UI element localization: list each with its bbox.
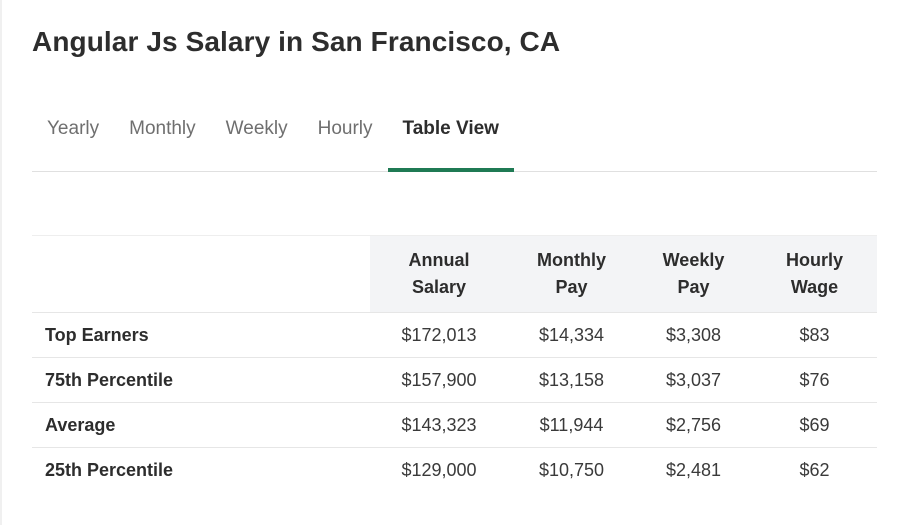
cell-hourly: $76 [752, 357, 877, 403]
cell-weekly: $3,308 [635, 312, 752, 358]
cell-monthly: $10,750 [508, 447, 635, 493]
table-row: Top Earners $172,013 $14,334 $3,308 $83 [32, 312, 877, 358]
cell-annual: $172,013 [370, 312, 508, 358]
row-label: 75th Percentile [32, 357, 370, 403]
cell-monthly: $13,158 [508, 357, 635, 403]
tab-weekly[interactable]: Weekly [225, 118, 288, 139]
row-label: Average [32, 402, 370, 448]
header-hourly-wage: Hourly Wage [752, 235, 877, 313]
header-line: Annual [408, 250, 470, 270]
header-line: Hourly [785, 250, 843, 270]
cell-monthly: $11,944 [508, 402, 635, 448]
cell-hourly: $69 [752, 402, 877, 448]
header-weekly-pay: Weekly Pay [635, 235, 752, 313]
tab-hourly[interactable]: Hourly [317, 118, 373, 139]
row-label: Top Earners [32, 312, 370, 358]
tab-yearly[interactable]: Yearly [47, 118, 100, 139]
header-line: Pay [677, 277, 710, 297]
header-annual-salary: Annual Salary [370, 235, 508, 313]
cell-weekly: $2,481 [635, 447, 752, 493]
cell-annual: $143,323 [370, 402, 508, 448]
cell-annual: $129,000 [370, 447, 508, 493]
header-line: Pay [555, 277, 588, 297]
tab-monthly[interactable]: Monthly [129, 118, 196, 139]
frame-edge [0, 0, 2, 525]
header-line: Wage [790, 277, 839, 297]
cell-hourly: $83 [752, 312, 877, 358]
cell-weekly: $2,756 [635, 402, 752, 448]
table-row: Average $143,323 $11,944 $2,756 $69 [32, 402, 877, 448]
tab-table-view[interactable]: Table View [387, 100, 515, 172]
table-row: 75th Percentile $157,900 $13,158 $3,037 … [32, 357, 877, 403]
pay-period-tabs: Yearly Monthly Weekly Hourly Table View [32, 100, 877, 172]
header-line: Salary [411, 277, 467, 297]
cell-hourly: $62 [752, 447, 877, 493]
page-title: Angular Js Salary in San Francisco, CA [32, 26, 561, 57]
table-row: 25th Percentile $129,000 $10,750 $2,481 … [32, 447, 877, 493]
salary-table: Annual Salary Monthly Pay Weekly Pay Hou… [32, 235, 877, 493]
header-line: Monthly [537, 250, 606, 270]
cell-annual: $157,900 [370, 357, 508, 403]
table-header-row: Annual Salary Monthly Pay Weekly Pay Hou… [32, 235, 877, 313]
cell-weekly: $3,037 [635, 357, 752, 403]
cell-monthly: $14,334 [508, 312, 635, 358]
header-line: Weekly [662, 250, 725, 270]
header-monthly-pay: Monthly Pay [508, 235, 635, 313]
row-label: 25th Percentile [32, 447, 370, 493]
table-header-corner [32, 235, 370, 313]
